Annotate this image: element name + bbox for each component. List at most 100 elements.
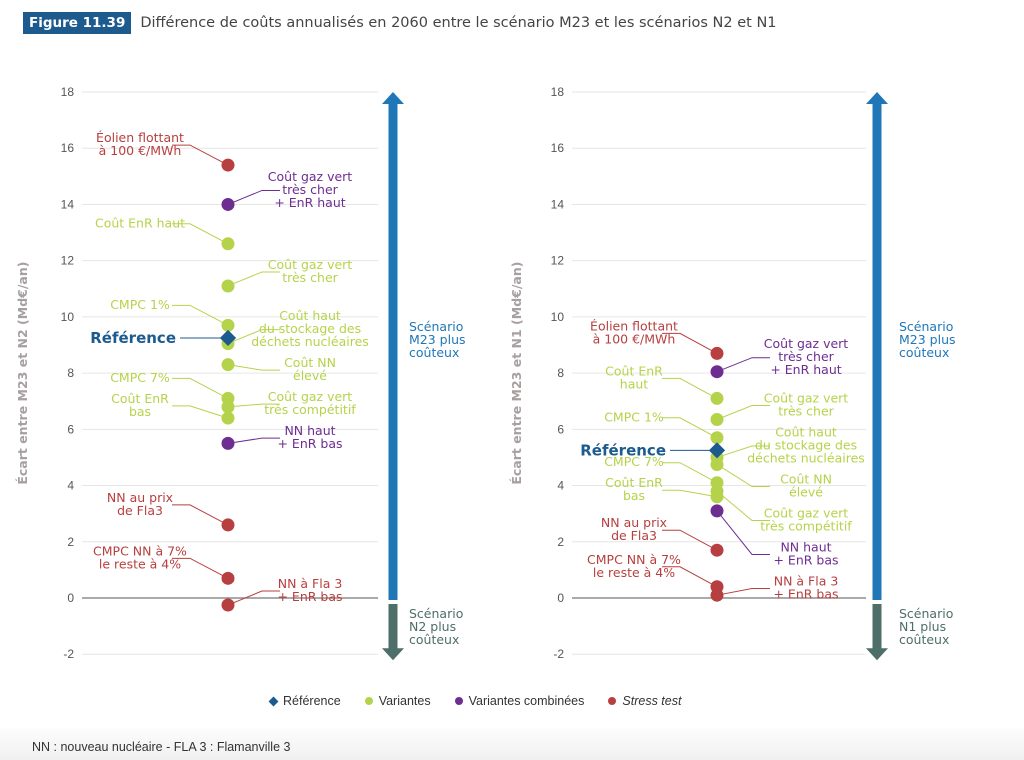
up-arrow-icon	[866, 92, 888, 104]
legend: Référence Variantes Variantes combinées …	[268, 694, 681, 708]
y-tick-label: 6	[557, 422, 564, 436]
arrow-down-label: Scénario	[899, 606, 953, 621]
point-label: très cher	[282, 270, 338, 285]
y-tick-label: 10	[551, 310, 565, 324]
point-label: Coût EnR	[111, 391, 169, 406]
connector-line	[716, 404, 770, 420]
data-point-stress-test	[710, 588, 724, 602]
point-label: CMPC NN à 7%	[587, 552, 681, 567]
data-point-variantes	[710, 412, 724, 426]
data-point-stress-test	[710, 543, 724, 557]
point-label: déchets nucléaires	[251, 334, 369, 349]
point-label: Coût EnR haut	[95, 215, 185, 230]
y-tick-label: 6	[67, 422, 74, 436]
reference-label: Référence	[580, 441, 666, 459]
point-label: NN au prix	[107, 490, 173, 505]
point-label: CMPC 1%	[110, 297, 170, 312]
point-label: Coût gaz vert	[764, 336, 849, 351]
data-point-variantes	[710, 457, 724, 471]
point-label: Coût gaz vert	[764, 390, 849, 405]
point-label: du stockage des	[755, 437, 857, 452]
point-label: CMPC 1%	[604, 409, 664, 424]
legend-item-variantes-combinees: Variantes combinées	[454, 694, 585, 708]
point-label: CMPC 7%	[604, 454, 664, 469]
point-label: + EnR bas	[773, 586, 838, 601]
reference-diamond-marker	[220, 329, 236, 346]
y-axis-label: Écart entre M23 et N2 (Md€/an)	[15, 262, 30, 485]
legend-label: Variantes combinées	[468, 694, 585, 708]
point-label: Éolien flottant	[590, 318, 678, 333]
point-label: Coût gaz vert	[268, 257, 353, 272]
data-point-variantes	[710, 431, 724, 445]
up-arrow-shaft	[388, 102, 398, 600]
legend-item-stress-test: Stress test	[608, 694, 681, 708]
connector-line	[172, 504, 229, 526]
y-tick-label: 14	[61, 197, 75, 211]
y-tick-label: 8	[557, 366, 564, 380]
connector-line	[662, 462, 718, 484]
point-label: NN au prix	[601, 515, 667, 530]
y-tick-label: 0	[557, 591, 564, 605]
data-point-variantes-combinees	[710, 365, 724, 379]
connector-line	[227, 271, 280, 287]
dot-marker-icon	[454, 697, 463, 705]
data-point-variantes-combinees	[221, 436, 235, 450]
diamond-marker-icon	[268, 696, 279, 706]
data-point-variantes	[221, 400, 235, 414]
connector-line	[662, 417, 718, 439]
arrow-down-label: N2 plus	[409, 619, 456, 634]
down-arrow-icon	[382, 648, 404, 661]
point-label: Coût NN	[284, 355, 336, 370]
y-tick-label: 2	[557, 535, 564, 549]
connector-line	[172, 377, 229, 399]
point-label: NN haut	[284, 423, 335, 438]
figure-header: Figure 11.39 Différence de coûts annuali…	[23, 11, 777, 35]
data-point-variantes	[710, 391, 724, 405]
point-label: à 100 €/MWh	[99, 143, 182, 158]
point-label: de Fla3	[611, 528, 657, 543]
point-label: bas	[129, 404, 151, 419]
figure-number-badge: Figure 11.39	[23, 12, 132, 34]
connector-line	[716, 587, 770, 596]
point-label: très cher	[282, 182, 338, 197]
data-point-variantes	[710, 490, 724, 504]
point-label: élevé	[293, 368, 327, 383]
point-label: + EnR haut	[770, 362, 841, 377]
connector-line	[227, 364, 280, 371]
y-tick-label: 4	[67, 479, 74, 493]
point-label: élevé	[789, 484, 823, 499]
connector-line	[716, 357, 770, 373]
point-label: NN à Fla 3	[774, 573, 839, 588]
point-label: Coût gaz vert	[268, 389, 353, 404]
y-tick-label: 18	[61, 85, 75, 99]
connector-line	[227, 329, 280, 345]
data-point-variantes	[221, 237, 235, 251]
connector-line	[172, 144, 229, 166]
data-point-stress-test	[221, 571, 235, 585]
charts-canvas: -2 0 2 4 6 8 10 12 14 16 18 Écart entre M23 et N2 (…	[15, 85, 956, 661]
legend-label: Stress test	[622, 694, 682, 708]
data-point-stress-test	[710, 346, 724, 360]
point-label: NN haut	[780, 539, 831, 554]
down-arrow-icon	[866, 648, 888, 661]
y-tick-label: 12	[551, 254, 565, 268]
y-tick-label: 2	[67, 535, 74, 549]
reference-diamond-marker	[709, 442, 725, 459]
y-tick-label: 12	[61, 254, 75, 268]
data-point-variantes	[221, 318, 235, 332]
point-label: très compétitif	[264, 402, 356, 417]
y-tick-label: 16	[61, 141, 75, 155]
y-tick-label: -2	[553, 647, 564, 661]
connector-line	[227, 403, 280, 408]
connector-line	[227, 590, 280, 606]
point-label: très cher	[778, 349, 834, 364]
point-label: très cher	[778, 403, 834, 418]
connector-line	[172, 304, 229, 326]
arrow-down-label: N1 plus	[899, 619, 946, 634]
connector-line	[662, 489, 718, 498]
y-tick-label: 16	[551, 141, 565, 155]
arrow-down-label: coûteux	[899, 632, 949, 647]
arrow-up-label: Scénario	[899, 319, 953, 334]
arrow-up-label: M23 plus	[899, 332, 956, 347]
arrow-up-label: coûteux	[409, 345, 459, 360]
